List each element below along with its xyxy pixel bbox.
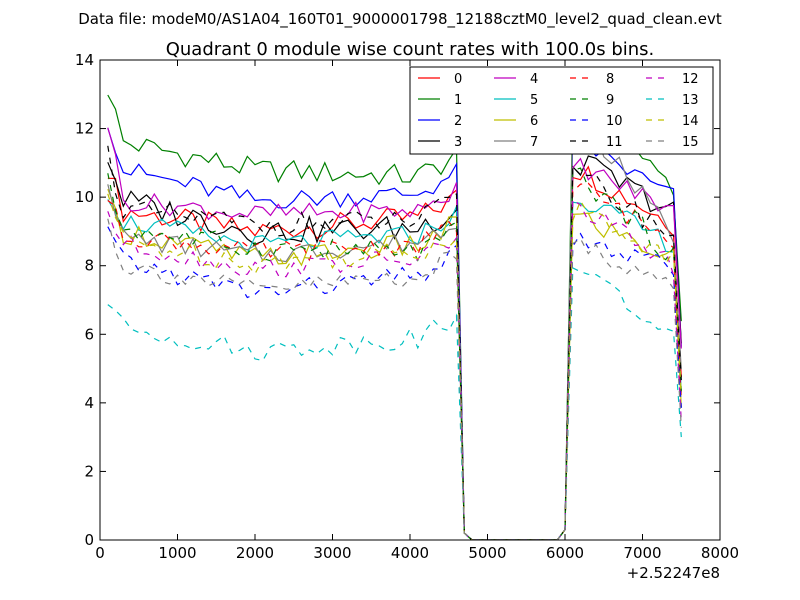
x-tick-label: 7000 <box>623 544 661 562</box>
x-tick-label: 0 <box>95 544 105 562</box>
x-tick-label: 1000 <box>158 544 196 562</box>
series-line-8 <box>107 182 682 540</box>
legend-label-6: 6 <box>530 114 538 129</box>
series-line-14 <box>107 193 682 540</box>
series-line-15 <box>107 218 682 540</box>
legend-label-14: 14 <box>682 114 699 129</box>
legend-label-12: 12 <box>682 72 699 87</box>
y-tick-label: 4 <box>84 394 94 412</box>
datafile-label: Data file: modeM0/AS1A04_160T01_90000017… <box>78 10 722 29</box>
series-line-10 <box>107 226 682 540</box>
legend-frame <box>409 66 714 155</box>
legend-label-10: 10 <box>606 114 623 129</box>
x-tick-label: 6000 <box>546 544 584 562</box>
x-tick-label: 5000 <box>468 544 506 562</box>
series-line-0 <box>107 165 682 540</box>
y-tick-label: 12 <box>75 120 94 138</box>
series-line-11 <box>107 145 682 540</box>
x-axis: 0 1000 2000 3000 4000 5000 6000 7000 8000 <box>95 60 739 562</box>
x-tick-label: 4000 <box>391 544 429 562</box>
legend-label-1: 1 <box>454 93 462 108</box>
legend-label-8: 8 <box>606 72 614 87</box>
legend-label-0: 0 <box>454 72 462 87</box>
legend-label-9: 9 <box>606 93 614 108</box>
legend-label-7: 7 <box>530 135 538 150</box>
legend-label-2: 2 <box>454 114 462 129</box>
x-tick-label: 3000 <box>313 544 351 562</box>
series-line-3 <box>107 155 682 540</box>
x-tick-label: 2000 <box>236 544 274 562</box>
series-line-5 <box>107 199 682 540</box>
legend-label-3: 3 <box>454 135 462 150</box>
series-line-9 <box>107 167 682 540</box>
y-tick-label: 10 <box>75 188 94 206</box>
x-offset-label: +2.52247e8 <box>627 564 720 582</box>
series-line-4 <box>107 127 682 540</box>
series-line-12 <box>107 198 682 540</box>
x-tick-label: 8000 <box>701 544 739 562</box>
legend-label-5: 5 <box>530 93 538 108</box>
legend-label-13: 13 <box>682 93 699 108</box>
y-tick-label: 8 <box>84 257 94 275</box>
series-line-7 <box>107 118 682 540</box>
series-layer <box>107 94 682 540</box>
series-line-1 <box>107 94 682 540</box>
legend-label-15: 15 <box>682 135 699 150</box>
legend-label-11: 11 <box>606 135 623 150</box>
chart-title: Quadrant 0 module wise count rates with … <box>166 39 655 60</box>
series-line-13 <box>107 266 682 540</box>
y-tick-label: 14 <box>75 51 94 69</box>
y-tick-label: 6 <box>84 325 94 343</box>
y-tick-label: 2 <box>84 462 94 480</box>
y-tick-label: 0 <box>84 531 94 549</box>
legend-label-4: 4 <box>530 72 538 87</box>
